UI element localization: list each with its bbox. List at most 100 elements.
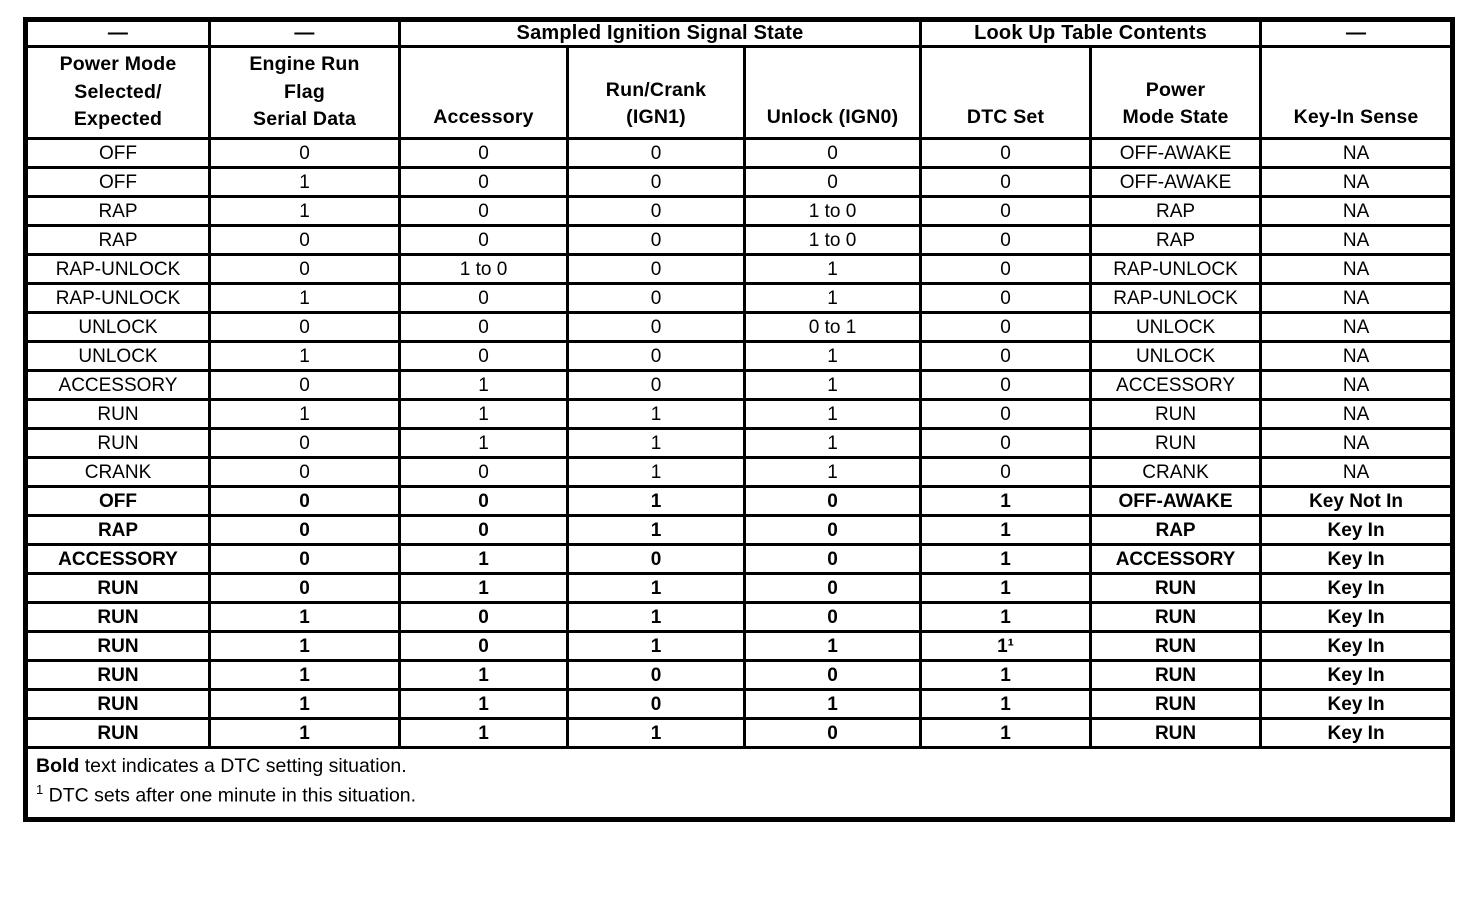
table-cell: 0 bbox=[919, 369, 1093, 401]
table-cell: Key Not In bbox=[1259, 485, 1455, 517]
col-header-unlock-ign0: Unlock (IGN0) bbox=[742, 45, 923, 140]
table-cell: 0 bbox=[208, 253, 401, 285]
table-cell: 1 bbox=[398, 369, 569, 401]
table-row: RUN 1 1 1 0 1 RUN Key In bbox=[24, 717, 1455, 749]
table-cell: RUN bbox=[1089, 572, 1263, 604]
table-cell: RUN bbox=[24, 427, 211, 459]
table-cell: 0 bbox=[398, 340, 569, 372]
table-cell: 0 bbox=[398, 224, 569, 256]
col-header-engine-run-flag-serial-data: Engine Run Flag Serial Data bbox=[208, 45, 401, 140]
table-cell: 1 bbox=[919, 485, 1093, 517]
table-cell: 1 bbox=[208, 688, 401, 720]
table-cell: 1 bbox=[566, 485, 746, 517]
table-cell: RUN bbox=[1089, 398, 1263, 430]
table-cell: Key In bbox=[1259, 717, 1455, 749]
group-header-dash-1: — bbox=[24, 18, 211, 48]
footnote-row: Bold text indicates a DTC setting situat… bbox=[23, 746, 1455, 821]
table-cell: 1 bbox=[742, 630, 923, 662]
table-cell: 1 bbox=[742, 282, 923, 314]
table-cell: RAP-UNLOCK bbox=[24, 282, 211, 314]
table-cell: 0 bbox=[919, 398, 1093, 430]
table-cell: NA bbox=[1259, 456, 1455, 488]
table-cell: UNLOCK bbox=[1089, 340, 1263, 372]
table-cell: OFF bbox=[24, 137, 211, 169]
table-cell: 0 bbox=[208, 137, 401, 169]
table-cell: 1 bbox=[742, 340, 923, 372]
table-cell: 0 bbox=[566, 224, 746, 256]
table-row: UNLOCK 1 0 0 1 0 UNLOCK NA bbox=[24, 340, 1455, 372]
table-cell: Key In bbox=[1259, 630, 1455, 662]
table-cell: 0 bbox=[919, 311, 1093, 343]
table-cell: 0 bbox=[742, 572, 923, 604]
table-cell: 1 bbox=[919, 717, 1093, 749]
group-header-dash-2: — bbox=[208, 18, 401, 48]
table-cell: RUN bbox=[1089, 717, 1263, 749]
group-header-look-up-table-contents: Look Up Table Contents bbox=[919, 18, 1263, 48]
table-cell: RUN bbox=[24, 717, 211, 749]
table-cell: ACCESSORY bbox=[1089, 369, 1263, 401]
column-header-row: Power Mode Selected/ Expected Engine Run… bbox=[24, 45, 1455, 140]
group-header-dash-3: — bbox=[1259, 18, 1455, 48]
table-cell: CRANK bbox=[1089, 456, 1263, 488]
table-body: OFF 0 0 0 0 0 OFF-AWAKE NA OFF 1 0 0 0 0 OFF-AWAKE NA RA… bbox=[24, 137, 1455, 749]
table-cell: RUN bbox=[24, 601, 211, 633]
table-cell: 1 bbox=[919, 688, 1093, 720]
table-cell: NA bbox=[1259, 253, 1455, 285]
group-header-row: — — Sampled Ignition Signal State Look U… bbox=[24, 18, 1455, 48]
table-row: OFF 0 0 0 0 0 OFF-AWAKE NA bbox=[24, 137, 1455, 169]
footnotes-cell: Bold text indicates a DTC setting situat… bbox=[23, 746, 1455, 821]
table-cell: NA bbox=[1259, 137, 1455, 169]
table-cell: 0 bbox=[566, 659, 746, 691]
table-cell: 0 bbox=[919, 166, 1093, 198]
table-cell: 1 bbox=[566, 630, 746, 662]
table-cell: 1¹ bbox=[919, 630, 1093, 662]
table-cell: 0 bbox=[566, 282, 746, 314]
table-row: RUN 1 0 1 0 1 RUN Key In bbox=[24, 601, 1455, 633]
table-row: RAP 0 0 1 0 1 RAP Key In bbox=[24, 514, 1455, 546]
table-cell: 0 bbox=[208, 369, 401, 401]
table-cell: 1 bbox=[208, 659, 401, 691]
table-cell: CRANK bbox=[24, 456, 211, 488]
table-cell: OFF-AWAKE bbox=[1089, 166, 1263, 198]
table-cell: RAP-UNLOCK bbox=[1089, 253, 1263, 285]
table-cell: 0 bbox=[566, 688, 746, 720]
table-row: OFF 1 0 0 0 0 OFF-AWAKE NA bbox=[24, 166, 1455, 198]
table-cell: Key In bbox=[1259, 572, 1455, 604]
table-cell: UNLOCK bbox=[24, 311, 211, 343]
footnote-superscript-marker: 1 bbox=[36, 781, 44, 797]
table-cell: 0 bbox=[919, 282, 1093, 314]
table-cell: 1 bbox=[566, 427, 746, 459]
footnote-line1-text: text indicates a DTC setting situation. bbox=[79, 755, 407, 777]
table-cell: ACCESSORY bbox=[24, 369, 211, 401]
group-header-sampled-ignition-signal-state: Sampled Ignition Signal State bbox=[397, 18, 923, 48]
table-cell: NA bbox=[1259, 166, 1455, 198]
table-cell: 1 bbox=[919, 514, 1093, 546]
col-header-run-crank-ign1: Run/Crank (IGN1) bbox=[566, 45, 746, 140]
table-cell: UNLOCK bbox=[1089, 311, 1263, 343]
table-cell: 0 bbox=[566, 166, 746, 198]
table-row: RUN 1 1 1 1 0 RUN NA bbox=[24, 398, 1455, 430]
table-cell: 1 bbox=[566, 717, 746, 749]
table-row: UNLOCK 0 0 0 0 to 1 0 UNLOCK NA bbox=[24, 311, 1455, 343]
table-cell: 0 bbox=[398, 456, 569, 488]
table-cell: 1 bbox=[566, 456, 746, 488]
table-cell: 0 to 1 bbox=[742, 311, 923, 343]
table-cell: 0 bbox=[208, 427, 401, 459]
table-cell: 1 bbox=[919, 601, 1093, 633]
table-cell: 1 bbox=[742, 427, 923, 459]
table-cell: 1 bbox=[566, 601, 746, 633]
table-cell: Key In bbox=[1259, 543, 1455, 575]
table-cell: 0 bbox=[566, 137, 746, 169]
table-row: RUN 0 1 1 1 0 RUN NA bbox=[24, 427, 1455, 459]
table-cell: RUN bbox=[1089, 659, 1263, 691]
table-row: RUN 1 0 1 1 1¹ RUN Key In bbox=[24, 630, 1455, 662]
table-cell: RUN bbox=[1089, 601, 1263, 633]
table-cell: 1 bbox=[208, 166, 401, 198]
table-cell: 0 bbox=[208, 572, 401, 604]
table-cell: NA bbox=[1259, 398, 1455, 430]
table-row: ACCESSORY 0 1 0 1 0 ACCESSORY NA bbox=[24, 369, 1455, 401]
table-cell: 0 bbox=[208, 514, 401, 546]
table-cell: 1 bbox=[398, 543, 569, 575]
table-cell: RUN bbox=[24, 572, 211, 604]
